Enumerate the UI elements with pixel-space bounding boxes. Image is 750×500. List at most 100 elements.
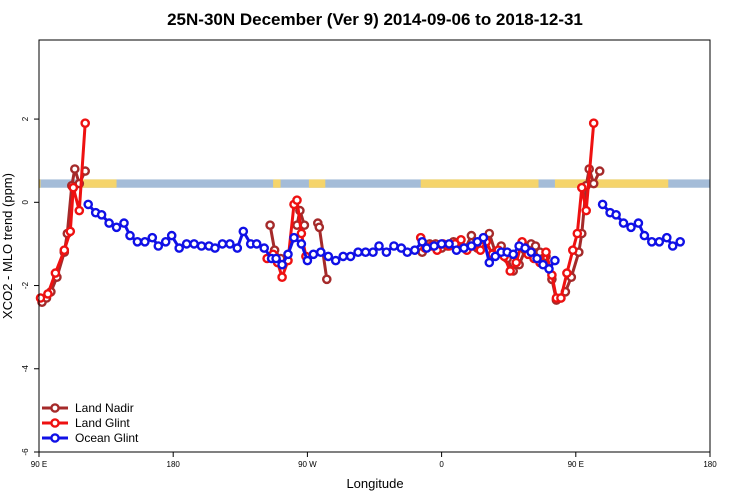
data-point [511,257,522,268]
data-point [568,245,578,255]
data-point [597,199,608,210]
data-point [96,209,107,220]
data-point [119,218,129,228]
data-point [550,255,560,266]
data-point [132,236,143,247]
x-tick-label: 90 E [31,460,47,469]
data-point [409,245,420,255]
data-point [314,222,325,233]
legend-item: Ocean Glint [42,431,139,445]
data-point [68,182,79,193]
data-point [259,243,270,253]
data-point [538,259,548,270]
data-point [556,293,566,303]
data-point [654,236,665,247]
data-point [466,241,477,251]
data-point [381,247,392,257]
data-point [389,241,399,251]
data-point [532,253,542,264]
data-point [50,268,61,278]
x-tick-label: 90 W [298,460,317,469]
data-point [277,272,287,283]
legend-label: Ocean Glint [75,431,139,445]
data-point [639,230,650,241]
data-point [289,232,299,243]
data-point [271,253,281,264]
data-point [189,239,199,249]
legend-label: Land Nadir [75,401,134,415]
data-point [484,257,495,268]
data-point [65,226,76,237]
data-point [530,241,541,251]
data-point [544,264,554,274]
data-point [633,218,644,228]
legend-swatch-marker [50,403,60,413]
data-point [402,247,413,257]
data-point [478,232,489,243]
legend-item: Land Glint [42,416,130,430]
data-point [338,251,349,262]
data-point [436,239,447,249]
data-point [125,230,135,241]
data-point [323,251,334,262]
x-tick-label: 90 E [568,460,584,469]
data-point [296,239,307,249]
data-point [505,266,516,276]
data-point [675,236,686,247]
y-tick-label: 2 [21,116,30,121]
series-ocean-glint [83,199,686,274]
data-point [594,166,605,176]
data-point [232,243,243,253]
land-band-segment [308,179,326,188]
data-point [315,247,326,257]
data-point [588,178,599,189]
land-band-segment [273,179,281,188]
x-axis: 90 E 180 90 W 0 90 E 180 [31,452,717,469]
data-point [140,236,150,247]
data-point [147,232,158,243]
data-point [611,209,621,220]
data-point [174,243,184,253]
data-point [459,243,469,253]
land-band-segment [77,179,117,188]
data-point [667,241,678,251]
x-tick-label: 180 [167,460,181,469]
data-point [541,247,551,257]
data-point [296,228,307,239]
data-point [104,218,114,228]
data-point [153,241,164,251]
data-point [374,241,384,251]
data-point [562,268,572,278]
data-point [292,195,302,205]
data-point [475,245,486,255]
legend-item: Land Nadir [42,401,134,415]
data-point [43,289,53,299]
data-point [526,247,536,257]
data-point [308,249,319,260]
series-land-glint [35,118,599,303]
data-point [417,236,428,247]
surface-band [39,179,710,188]
land-band-segment [554,179,669,188]
data-point [353,247,363,257]
x-tick-label: 180 [703,460,717,469]
data-point [160,236,171,247]
data-point [647,236,657,247]
x-axis-label: Longitude [346,476,403,491]
data-point [345,251,356,262]
data-point [181,239,192,249]
data-point [217,239,228,249]
y-axis-label: XCO2 - MLO trend (ppm) [0,173,15,319]
data-point [330,255,341,266]
series-layer [35,118,686,308]
data-point [35,293,46,303]
data-point [444,239,454,249]
data-point [83,199,93,210]
data-point [456,234,466,245]
data-point [59,245,70,255]
data-point [251,239,262,249]
data-point [466,230,477,241]
land-band-segment [39,179,41,188]
data-point [196,241,207,251]
